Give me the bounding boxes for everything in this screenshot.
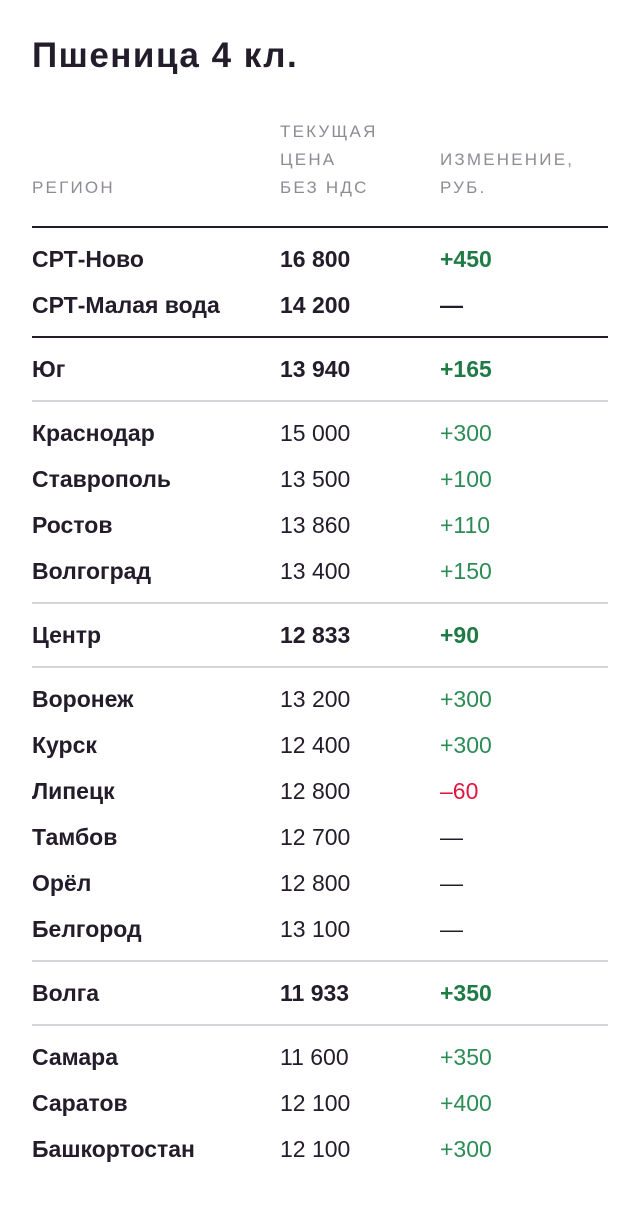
change-value: +400 — [440, 1090, 492, 1116]
table-row: Ставрополь 13 500 +100 — [32, 456, 608, 502]
table-group: СРТ-Ново 16 800 +450 СРТ-Малая вода 14 200 — — [32, 228, 608, 338]
price-value: 11 933 — [280, 980, 350, 1006]
change-value: +150 — [440, 558, 492, 584]
region-name: Краснодар — [32, 420, 155, 446]
price-value: 12 800 — [280, 778, 351, 804]
price-value: 12 700 — [280, 824, 351, 850]
change-value: +350 — [440, 980, 492, 1006]
region-name: Ставрополь — [32, 466, 172, 492]
price-value: 12 400 — [280, 732, 351, 758]
region-name: Орёл — [32, 870, 92, 896]
change-value: –60 — [440, 778, 479, 804]
region-name: СРТ-Малая вода — [32, 292, 220, 318]
region-name: Белгород — [32, 916, 142, 942]
change-value: — — [440, 292, 463, 318]
table-row: СРТ-Ново 16 800 +450 — [32, 236, 608, 282]
region-name: Юг — [32, 356, 66, 382]
table-row: Воронеж 13 200 +300 — [32, 676, 608, 722]
column-header-price: ТЕКУЩАЯ ЦЕНА БЕЗ НДС — [280, 122, 378, 197]
column-header-change: ИЗМЕНЕНИЕ, РУБ. — [440, 150, 575, 197]
region-name: Самара — [32, 1044, 119, 1070]
change-value: +110 — [440, 512, 491, 538]
region-name: Волгоград — [32, 558, 152, 584]
page-title: Пшеница 4 кл. — [32, 36, 299, 75]
table-header: РЕГИОН ТЕКУЩАЯ ЦЕНА БЕЗ НДС ИЗМЕНЕНИЕ, Р… — [32, 120, 608, 228]
table-row: Башкортостан 12 100 +300 — [32, 1126, 608, 1172]
region-name: Ростов — [32, 512, 113, 538]
region-name: Тамбов — [32, 824, 118, 850]
price-value: 12 800 — [280, 870, 351, 896]
table-group: Центр 12 833 +90 — [32, 604, 608, 668]
price-value: 13 400 — [280, 558, 351, 584]
change-value: +350 — [440, 1044, 492, 1070]
region-name: Липецк — [32, 778, 115, 804]
change-value: +450 — [440, 246, 492, 272]
region-name: Центр — [32, 622, 102, 648]
price-value: 12 100 — [280, 1136, 351, 1162]
column-header-region: РЕГИОН — [32, 178, 115, 197]
region-name: Воронеж — [32, 686, 134, 712]
change-value: — — [440, 824, 463, 850]
change-value: +165 — [440, 356, 492, 382]
price-value: 13 100 — [280, 916, 351, 942]
change-value: +300 — [440, 1136, 492, 1162]
table-row: Ростов 13 860 +110 — [32, 502, 608, 548]
price-value: 11 600 — [280, 1044, 349, 1070]
table-group: Юг 13 940 +165 — [32, 338, 608, 402]
change-value: — — [440, 870, 463, 896]
price-value: 12 100 — [280, 1090, 351, 1116]
price-value: 13 860 — [280, 512, 351, 538]
table-group: Воронеж 13 200 +300 Курск 12 400 +300 Липецк 12… — [32, 668, 608, 962]
price-value: 12 833 — [280, 622, 351, 648]
table-row: Центр 12 833 +90 — [32, 612, 608, 658]
table-row: Тамбов 12 700 — — [32, 814, 608, 860]
region-name: Саратов — [32, 1090, 128, 1116]
change-value: — — [440, 916, 463, 942]
price-value: 16 800 — [280, 246, 351, 272]
table-row: Саратов 12 100 +400 — [32, 1080, 608, 1126]
table-group: Волга 11 933 +350 — [32, 962, 608, 1026]
table-row: Белгород 13 100 — — [32, 906, 608, 952]
price-value: 13 200 — [280, 686, 351, 712]
price-value: 15 000 — [280, 420, 351, 446]
price-value: 13 500 — [280, 466, 351, 492]
table-row: Курск 12 400 +300 — [32, 722, 608, 768]
table-row: Краснодар 15 000 +300 — [32, 410, 608, 456]
region-name: СРТ-Ново — [32, 246, 144, 272]
table-row: Самара 11 600 +350 — [32, 1034, 608, 1080]
change-value: +300 — [440, 686, 492, 712]
table-row: СРТ-Малая вода 14 200 — — [32, 282, 608, 328]
table-group: Краснодар 15 000 +300 Ставрополь 13 500 +100 Р… — [32, 402, 608, 604]
table-body: СРТ-Ново 16 800 +450 СРТ-Малая вода 14 200 — Ю… — [32, 228, 608, 1180]
table-row: Орёл 12 800 — — [32, 860, 608, 906]
change-value: +100 — [440, 466, 492, 492]
change-value: +300 — [440, 420, 492, 446]
change-value: +300 — [440, 732, 492, 758]
price-value: 14 200 — [280, 292, 351, 318]
table-row: Липецк 12 800 –60 — [32, 768, 608, 814]
table-group: Самара 11 600 +350 Саратов 12 100 +400 Башкорт… — [32, 1026, 608, 1180]
region-name: Волга — [32, 980, 100, 1006]
region-name: Курск — [32, 732, 97, 758]
region-name: Башкортостан — [32, 1136, 195, 1162]
table-row: Волгоград 13 400 +150 — [32, 548, 608, 594]
table-row: Юг 13 940 +165 — [32, 346, 608, 392]
table-row: Волга 11 933 +350 — [32, 970, 608, 1016]
price-value: 13 940 — [280, 356, 351, 382]
change-value: +90 — [440, 622, 480, 648]
